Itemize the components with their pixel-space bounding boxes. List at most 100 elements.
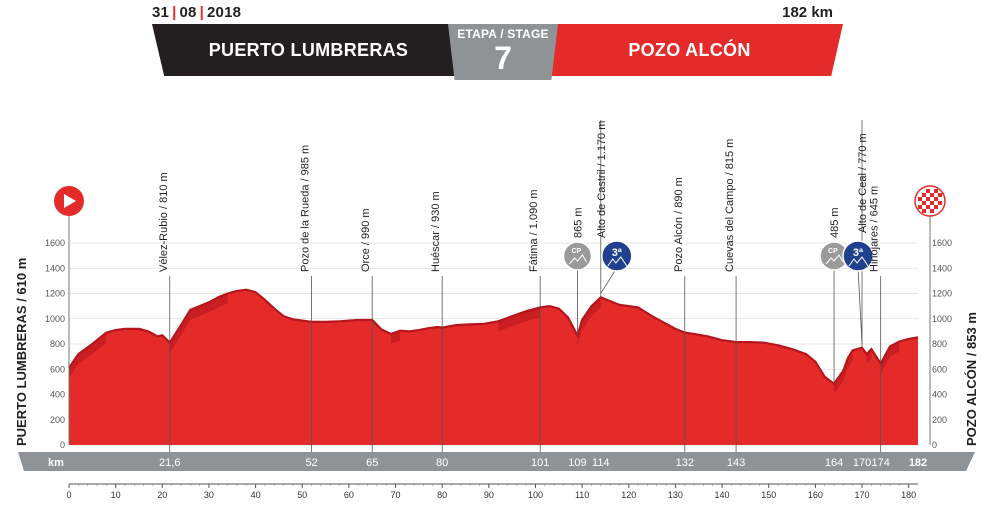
- x-tick-label: 80: [437, 490, 447, 500]
- climb-shade: [512, 311, 527, 327]
- climb-shade: [92, 332, 107, 354]
- date-separator: |: [199, 4, 204, 21]
- landmark-label: Huéscar / 930 m: [430, 191, 442, 272]
- landmark-km-label: 52: [305, 457, 317, 469]
- checker-square: [922, 201, 926, 205]
- stage-number: 7: [494, 40, 512, 76]
- landmark-km-label: 174: [872, 457, 890, 469]
- y-tick-label: 0: [60, 440, 65, 450]
- start-banner: PUERTO LUMBRERAS: [152, 24, 457, 76]
- landmark-km-label: 101: [531, 457, 549, 469]
- badge-leader: [857, 267, 863, 344]
- y-tick-label: 1400: [932, 263, 952, 273]
- checker-square: [930, 209, 934, 213]
- y-tick-label: 400: [932, 390, 947, 400]
- start-town: PUERTO LUMBRERAS: [208, 39, 409, 60]
- total-distance: 182 km: [782, 4, 833, 21]
- climb-shade: [78, 344, 93, 365]
- landmark-km-label: 170: [853, 457, 871, 469]
- landmark-km-label: 182: [909, 457, 927, 469]
- checker-square: [922, 209, 926, 213]
- x-tick-label: 170: [855, 490, 870, 500]
- landmark-label: 865 m: [572, 207, 584, 238]
- sprint-mountain-glyph: [825, 254, 844, 265]
- checker-square: [918, 205, 922, 209]
- checker-square: [930, 201, 934, 205]
- landmark-label: Vélez-Rubio / 810 m: [158, 172, 170, 272]
- y-tick-label: 1000: [45, 314, 65, 324]
- profile-ridge: [68, 288, 919, 386]
- x-tick-label: 0: [66, 490, 71, 500]
- climb-mountain-glyph: [607, 256, 628, 267]
- sprint-badge-label: CP: [571, 248, 581, 255]
- x-tick-label: 140: [715, 490, 730, 500]
- climb-shade: [880, 346, 890, 374]
- x-tick-label: 70: [391, 490, 401, 500]
- landmark-km-label: 114: [592, 457, 610, 469]
- landmark-label: 485 m: [829, 207, 841, 238]
- play-icon: [64, 194, 76, 208]
- climb-shade: [582, 306, 592, 330]
- y-tick-label: 600: [932, 364, 947, 374]
- y-axis-left: 0 200 400 600 800 1000 1200 1400 1600: [45, 238, 65, 450]
- badge-leader: [600, 267, 618, 294]
- sprint-badge-icon: [562, 241, 593, 271]
- checker-square: [934, 197, 938, 201]
- climb-shade: [834, 370, 844, 394]
- checker-square: [938, 201, 942, 205]
- landmark-label: Fátima / 1.090 m: [528, 189, 540, 272]
- y-tick-label: 1400: [45, 263, 65, 273]
- checker-square: [918, 197, 922, 201]
- x-tick-label: 100: [528, 490, 543, 500]
- finish-banner: POZO ALCÓN: [548, 24, 843, 76]
- climb-shade: [390, 330, 401, 344]
- landmark-label: Alto de Ceal / 770 m: [857, 133, 869, 233]
- checker-square: [930, 193, 934, 197]
- y-tick-label: 0: [932, 440, 937, 450]
- y-tick-label: 200: [50, 415, 65, 425]
- x-tick-label: 160: [808, 490, 823, 500]
- landmark-label: Alto de Castril / 1.170 m: [596, 121, 608, 238]
- climb-shade: [208, 297, 219, 313]
- stage-badge: ETAPA / STAGE 7: [448, 24, 558, 80]
- landmark-label: Hinojares / 645 m: [869, 186, 881, 272]
- date-separator: |: [172, 4, 177, 21]
- checkered-flag-icon: [918, 189, 942, 213]
- x-tick-label: 30: [204, 490, 214, 500]
- climb-category-label: 3ª: [612, 247, 623, 259]
- climb-shade: [498, 316, 513, 332]
- x-tick-label: 130: [668, 490, 683, 500]
- landmark-label: Pozo Alcón / 890 m: [673, 177, 685, 272]
- landmark-km-label: 132: [676, 457, 694, 469]
- y-tick-label: 400: [50, 390, 65, 400]
- x-tick-label: 120: [621, 490, 636, 500]
- y-tick-label: 800: [50, 339, 65, 349]
- x-tick-label: 180: [901, 490, 916, 500]
- climb-shade: [190, 306, 200, 320]
- stage-date: 31 | 08 | 2018: [152, 4, 241, 21]
- climb-shade: [843, 357, 848, 381]
- stage-label: ETAPA / STAGE: [457, 27, 549, 41]
- finish-town: POZO ALCÓN: [628, 39, 751, 60]
- x-tick-label: 20: [157, 490, 167, 500]
- y-tick-label: 1600: [932, 238, 952, 248]
- landmark-km-label: 143: [727, 457, 745, 469]
- y-tick-label: 600: [50, 364, 65, 374]
- climb-shade: [577, 320, 583, 346]
- landmark-km-label: 164: [825, 457, 843, 469]
- checker-square: [934, 205, 938, 209]
- checker-square: [934, 189, 938, 193]
- climb-shade: [890, 341, 900, 357]
- landmark-km-label: 21,6: [159, 457, 180, 469]
- x-tick-label: 60: [344, 490, 354, 500]
- y-tick-label: 1200: [45, 289, 65, 299]
- climb-shade: [69, 354, 79, 378]
- start-side-label: PUERTO LUMBRERAS / 610 m: [14, 258, 29, 446]
- km-band-label: km: [48, 457, 64, 469]
- climb-shade: [169, 325, 181, 353]
- checker-square: [926, 189, 930, 193]
- landmark-km-label: 109: [568, 457, 586, 469]
- x-tick-label: 10: [111, 490, 121, 500]
